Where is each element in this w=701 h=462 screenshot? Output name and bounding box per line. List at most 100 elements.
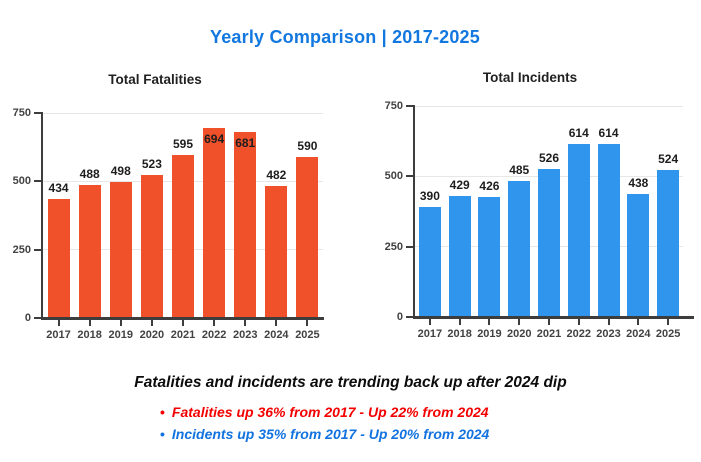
- x-axis-label: 2024: [264, 329, 289, 341]
- gridline-750: [43, 112, 323, 114]
- y-axis-label: 0: [396, 311, 403, 323]
- bar-value-label: 429: [449, 178, 470, 193]
- y-axis-line: [41, 113, 43, 320]
- fatalities-chart-title: Total Fatalities: [108, 72, 202, 87]
- bar-2022: [203, 128, 226, 318]
- bar-2017: [47, 199, 70, 318]
- page-title: Yearly Comparison | 2017-2025: [210, 27, 480, 47]
- bar-2023: [597, 144, 620, 317]
- bar-value-label: 595: [172, 137, 194, 152]
- bar-value-label: 524: [658, 151, 679, 166]
- y-axis-label: 0: [24, 312, 31, 324]
- bar-value-label: 590: [297, 138, 318, 153]
- x-axis-tick: [244, 319, 247, 326]
- bar-2018: [78, 184, 101, 318]
- bullet-dot-icon: •: [160, 404, 165, 420]
- x-axis-label: 2021: [536, 328, 562, 340]
- x-axis-line: [41, 317, 324, 320]
- x-axis-tick: [88, 319, 91, 326]
- annotation-bullet-1: • Fatalities up 36% from 2017 - Up 22% fr…: [160, 404, 489, 420]
- bar-value-label: 614: [598, 126, 619, 141]
- x-axis-tick: [182, 319, 184, 326]
- x-axis-label: 2017: [46, 329, 71, 341]
- x-axis-label: 2023: [596, 328, 621, 340]
- bar-2021: [538, 169, 560, 317]
- x-axis-tick: [213, 319, 216, 326]
- x-axis-tick: [458, 318, 461, 325]
- bar-value-label: 438: [628, 175, 649, 190]
- bar-2022: [567, 144, 590, 317]
- bar-value-label: 614: [568, 126, 589, 141]
- x-axis-label: 2018: [77, 329, 102, 341]
- x-axis-label: 2019: [108, 329, 133, 341]
- bar-value-label: 681: [235, 135, 256, 150]
- x-axis-tick: [637, 318, 640, 325]
- bar-value-label: 498: [110, 163, 131, 178]
- y-axis-tick: [34, 180, 43, 183]
- bar-value-label: 426: [479, 179, 500, 194]
- bar-value-label: 390: [419, 189, 440, 204]
- y-axis-tick: [406, 316, 415, 318]
- x-axis-label: 2024: [626, 328, 651, 340]
- bar-2024: [265, 186, 288, 318]
- bar-value-label: 434: [48, 181, 69, 196]
- bar-2021: [172, 155, 194, 318]
- x-axis-label: 2017: [417, 328, 443, 340]
- x-axis-label: 2023: [232, 329, 258, 341]
- bar-2019: [478, 197, 501, 317]
- x-axis-label: 2022: [566, 328, 591, 340]
- x-axis-tick: [607, 318, 610, 325]
- x-axis-tick: [518, 318, 521, 325]
- x-axis-label: 2020: [506, 328, 532, 340]
- y-axis-tick: [406, 105, 415, 107]
- annotation-bullet-2: • Incidents up 35% from 2017 - Up 20% fro…: [160, 426, 489, 442]
- y-axis-tick: [34, 248, 43, 251]
- bar-2023: [234, 131, 257, 318]
- gridline-750: [415, 105, 683, 107]
- bar-2017: [418, 207, 441, 317]
- x-axis-label: 2018: [447, 328, 472, 340]
- y-axis-label: 500: [12, 175, 31, 188]
- bar-2025: [296, 156, 319, 318]
- bar-value-label: 482: [266, 168, 287, 183]
- x-axis-tick: [57, 319, 60, 326]
- y-axis-tick: [34, 317, 43, 319]
- bar-2025: [657, 169, 680, 317]
- y-axis-tick: [34, 112, 43, 114]
- x-axis-label: 2020: [139, 329, 165, 341]
- bar-value-label: 488: [79, 166, 100, 181]
- x-axis-tick: [275, 319, 278, 326]
- x-axis-line: [413, 316, 694, 319]
- bar-2018: [448, 196, 471, 317]
- y-axis-line: [413, 106, 415, 319]
- bar-value-label: 485: [509, 162, 530, 177]
- bullet-text: Fatalities up 36% from 2017 - Up 22% fro…: [171, 404, 489, 420]
- bullet-dot-icon: •: [160, 426, 165, 442]
- y-axis-label: 500: [384, 170, 403, 183]
- x-axis-tick: [306, 319, 309, 326]
- annotation-headline: Fatalities and incidents are trending ba…: [134, 374, 567, 391]
- bar-2020: [140, 175, 163, 318]
- y-axis-label: 750: [384, 100, 403, 112]
- x-axis-label: 2019: [477, 328, 502, 340]
- x-axis-tick: [548, 318, 550, 325]
- y-axis-tick: [406, 175, 415, 178]
- x-axis-label: 2025: [655, 328, 681, 340]
- y-axis-label: 250: [12, 243, 31, 256]
- annotation-bullets: • Fatalities up 36% from 2017 - Up 22% fr…: [160, 404, 489, 448]
- y-axis-label: 250: [384, 240, 403, 253]
- x-axis-label: 2021: [170, 329, 196, 341]
- y-axis-label: 750: [12, 107, 31, 119]
- bar-value-label: 694: [204, 132, 225, 147]
- x-axis-tick: [488, 318, 491, 325]
- bar-2019: [109, 181, 132, 318]
- x-axis-label: 2022: [201, 329, 227, 341]
- x-axis-tick: [119, 319, 122, 326]
- x-axis-tick: [428, 318, 431, 325]
- x-axis-tick: [667, 318, 670, 325]
- bullet-text: Incidents up 35% from 2017 - Up 20% from…: [171, 426, 490, 442]
- bar-value-label: 523: [141, 157, 162, 172]
- bar-2024: [627, 193, 650, 317]
